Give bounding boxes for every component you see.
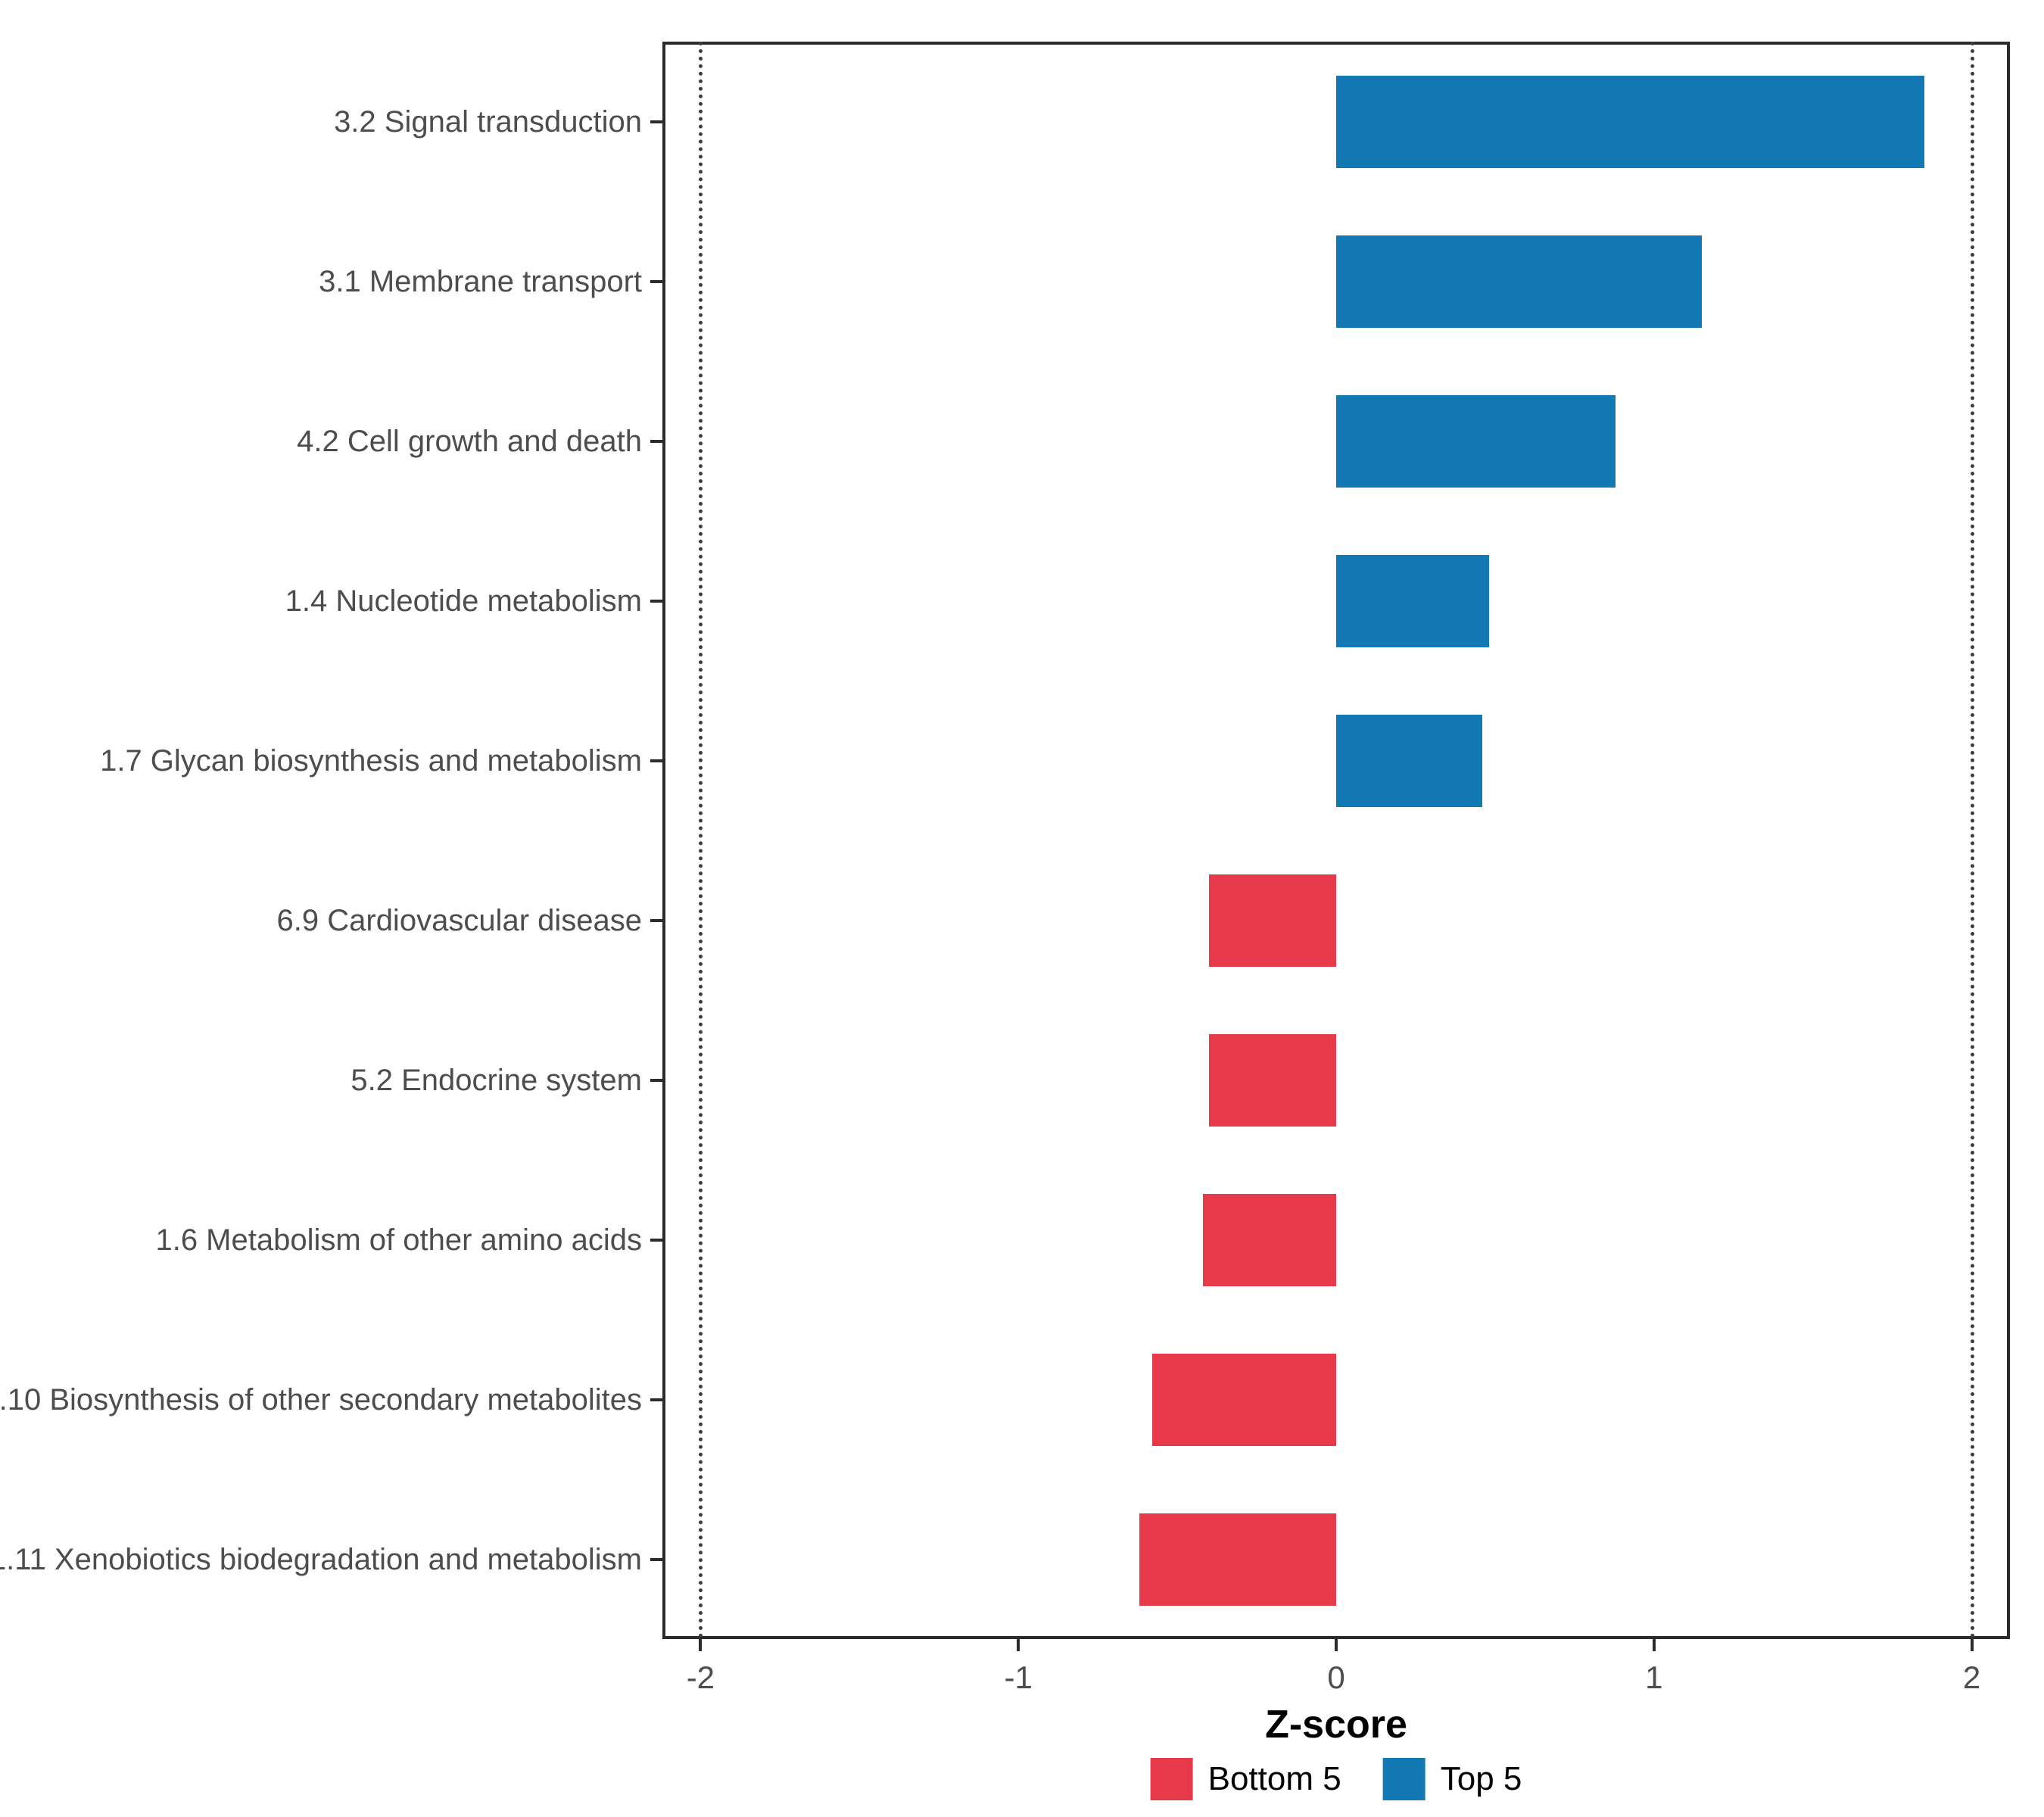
x-axis-tick-label: 0 [1327, 1660, 1345, 1695]
y-axis-tick [650, 759, 662, 762]
bar [1336, 554, 1489, 647]
reference-line [1970, 42, 1974, 1639]
bar [1336, 714, 1483, 807]
bar [1336, 235, 1702, 328]
x-axis-tick [699, 1639, 703, 1651]
x-axis-tick [1017, 1639, 1020, 1651]
reference-line [699, 42, 703, 1639]
y-axis-tick [650, 439, 662, 443]
y-axis-tick [650, 1078, 662, 1082]
y-axis-tick [650, 1238, 662, 1242]
x-axis-tick-label: 1 [1645, 1660, 1663, 1695]
category-label: 3.2 Signal transduction [334, 104, 642, 139]
bar [1151, 1353, 1336, 1446]
category-label: 4.2 Cell growth and death [297, 424, 642, 458]
x-axis-tick-label: -1 [1004, 1660, 1033, 1695]
legend-label: Bottom 5 [1207, 1760, 1341, 1797]
bar [1336, 75, 1924, 168]
bar [1139, 1513, 1336, 1606]
y-axis-tick [650, 1557, 662, 1561]
x-axis-tick [1970, 1639, 1974, 1651]
category-label: 1.11 Xenobiotics biodegradation and meta… [0, 1542, 642, 1576]
y-axis-tick [650, 120, 662, 123]
y-axis-tick [650, 1398, 662, 1401]
legend: Bottom 5 Top 5 [1150, 1758, 1522, 1800]
y-axis-tick [650, 599, 662, 603]
x-axis-tick-label: 2 [1962, 1660, 1981, 1695]
category-label: 6.9 Cardiovascular disease [276, 903, 642, 937]
category-label: 1.4 Nucleotide metabolism [285, 584, 642, 618]
category-label: 1.10 Biosynthesis of other secondary met… [0, 1382, 642, 1417]
bar [1336, 394, 1616, 488]
bar [1209, 874, 1336, 967]
legend-item: Bottom 5 [1150, 1758, 1341, 1800]
y-axis-tick [650, 279, 662, 283]
legend-item: Top 5 [1382, 1758, 1522, 1800]
bar [1202, 1193, 1336, 1286]
category-label: 1.7 Glycan biosynthesis and metabolism [100, 743, 642, 778]
y-axis-tick [650, 918, 662, 922]
legend-label: Top 5 [1440, 1760, 1522, 1797]
bar [1209, 1033, 1336, 1127]
x-axis-tick [1335, 1639, 1338, 1651]
legend-swatch [1382, 1758, 1426, 1800]
category-label: 1.6 Metabolism of other amino acids [155, 1223, 642, 1257]
legend-swatch [1150, 1758, 1193, 1800]
category-label: 5.2 Endocrine system [351, 1063, 642, 1097]
x-axis-title: Z-score [1265, 1703, 1407, 1747]
category-label: 3.1 Membrane transport [319, 264, 642, 298]
x-axis-tick [1652, 1639, 1656, 1651]
x-axis-tick-label: -2 [686, 1660, 715, 1695]
